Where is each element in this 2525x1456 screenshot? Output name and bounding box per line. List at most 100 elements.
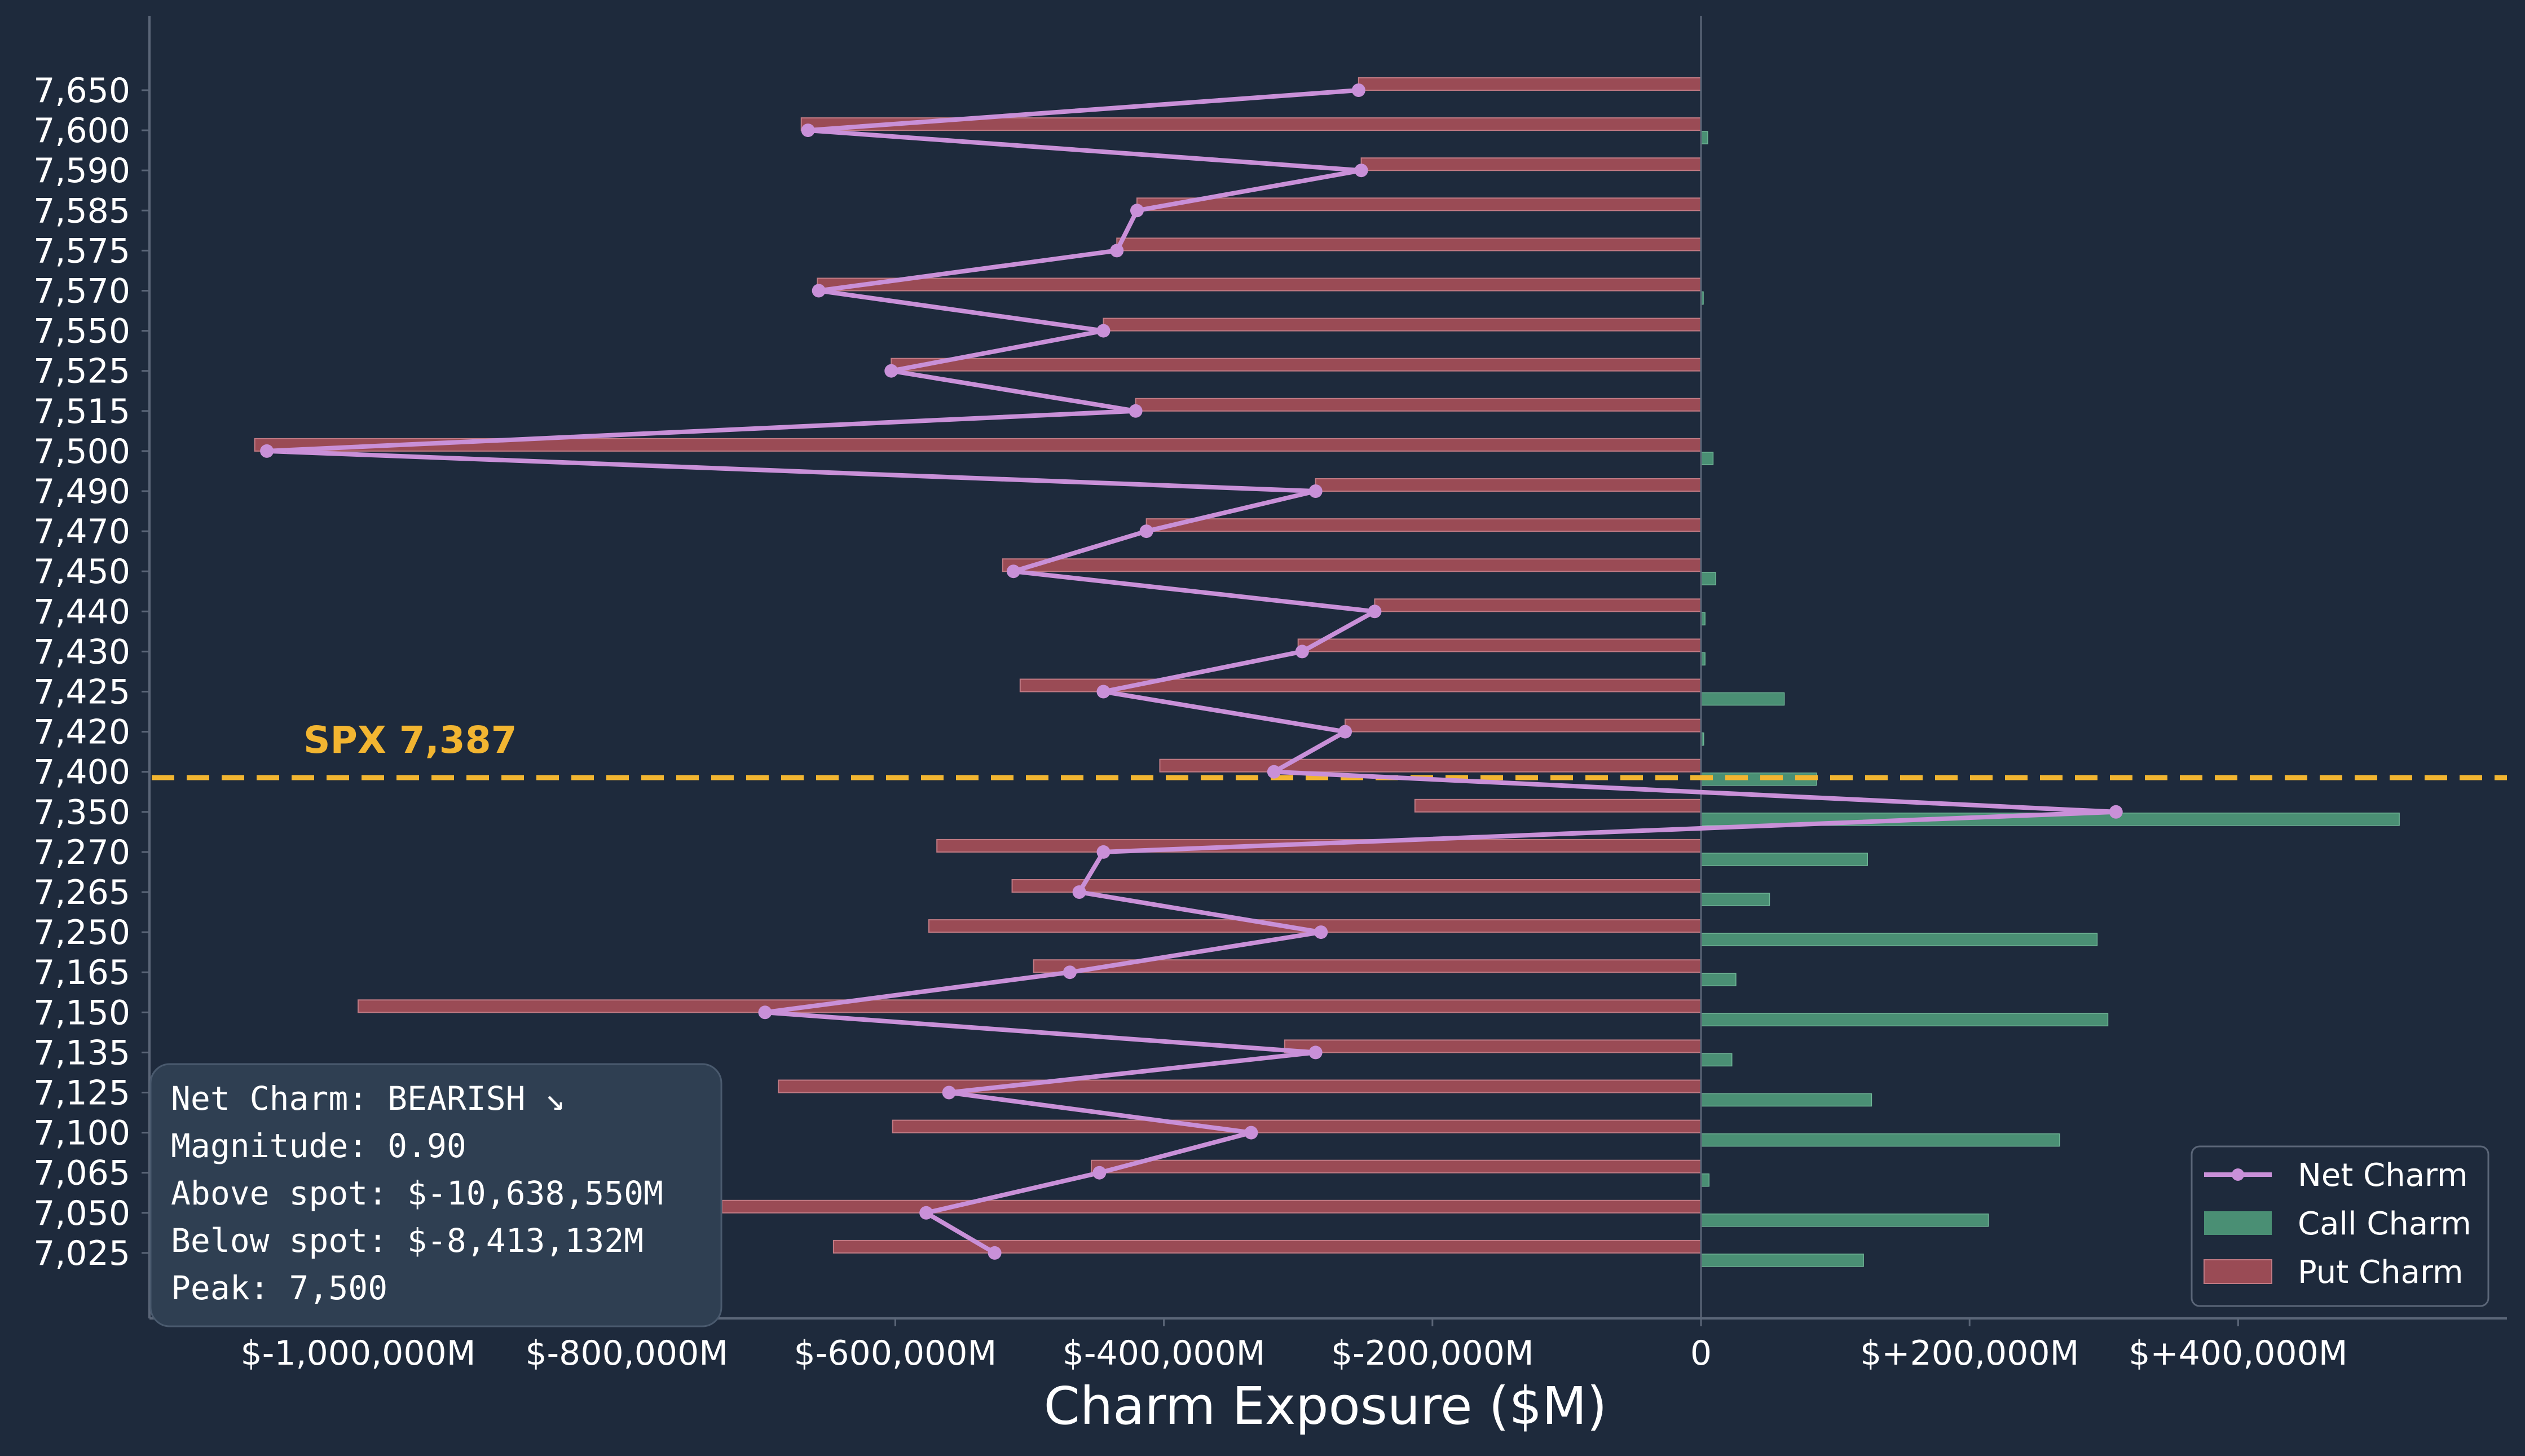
x-tick-label: $+200,000M bbox=[1860, 1334, 2079, 1373]
net-charm-point bbox=[1096, 845, 1111, 859]
net-charm-point bbox=[1129, 404, 1143, 418]
put-charm-bar bbox=[1360, 157, 1702, 171]
put-charm-bar bbox=[1358, 77, 1702, 91]
summary-line-above-spot: Above spot: $-10,638,550M bbox=[171, 1174, 663, 1212]
y-tick-label: 7,500 bbox=[33, 432, 130, 471]
net-charm-point bbox=[1314, 925, 1328, 939]
y-tick-label: 7,165 bbox=[33, 953, 130, 992]
x-tick-label: $-200,000M bbox=[1331, 1334, 1534, 1373]
put-charm-bar bbox=[1135, 398, 1702, 412]
x-tick-label: $-400,000M bbox=[1063, 1334, 1266, 1373]
put-charm-bar bbox=[1374, 598, 1702, 612]
y-tick-label: 7,440 bbox=[33, 592, 130, 632]
net-charm-point bbox=[801, 123, 815, 138]
legend-call-charm-swatch bbox=[2204, 1211, 2272, 1235]
y-tick-label: 7,350 bbox=[33, 793, 130, 832]
net-charm-point bbox=[1096, 324, 1111, 338]
call-charm-bar bbox=[1700, 692, 1785, 706]
put-charm-bar bbox=[817, 277, 1702, 292]
put-charm-bar bbox=[721, 1199, 1702, 1214]
net-charm-point bbox=[1006, 564, 1020, 579]
legend-call-charm-label: Call Charm bbox=[2298, 1206, 2471, 1242]
y-tick-label: 7,590 bbox=[33, 151, 130, 191]
net-charm-point bbox=[1096, 685, 1111, 699]
net-charm-line bbox=[265, 88, 2118, 1255]
summary-line-peak: Peak: 7,500 bbox=[171, 1269, 387, 1307]
y-tick-label: 7,270 bbox=[33, 833, 130, 872]
call-charm-bar bbox=[1700, 893, 1770, 906]
net-charm-point bbox=[1139, 524, 1153, 539]
spot-layer: SPX 7,387 bbox=[152, 718, 2507, 780]
y-tick-label: 7,100 bbox=[33, 1114, 130, 1153]
y-tick-label: 7,265 bbox=[33, 873, 130, 912]
net-charm-point bbox=[1072, 885, 1086, 899]
put-charm-bar bbox=[1136, 197, 1702, 211]
net-charm-point bbox=[1092, 1166, 1107, 1180]
y-tick-label: 7,585 bbox=[33, 191, 130, 231]
put-charm-bar bbox=[1414, 798, 1702, 813]
net-charm-point bbox=[884, 364, 898, 378]
call-charm-bar bbox=[1700, 1254, 1864, 1267]
call-charm-bar bbox=[1700, 1133, 2060, 1147]
y-tick-label: 7,400 bbox=[33, 753, 130, 792]
put-charm-bar bbox=[1315, 478, 1702, 492]
put-charm-bar bbox=[1002, 558, 1702, 572]
net-charm-point bbox=[1308, 484, 1323, 498]
legend-put-charm-label: Put Charm bbox=[2298, 1254, 2464, 1291]
put-charm-bar bbox=[1159, 758, 1702, 773]
net-charm-point bbox=[1267, 765, 1281, 779]
put-charm-bar bbox=[891, 358, 1702, 372]
call-charm-bar bbox=[1700, 973, 1737, 986]
y-tick-label: 7,135 bbox=[33, 1033, 130, 1073]
put-charm-bar bbox=[1091, 1159, 1702, 1173]
net-charm-point bbox=[1368, 605, 1382, 619]
net-charm-point bbox=[812, 284, 826, 298]
summary-box: Net Charm: BEARISH ↘ Magnitude: 0.90 Abo… bbox=[149, 1063, 722, 1327]
call-charm-bar bbox=[1700, 933, 2098, 946]
net-charm-point bbox=[260, 444, 274, 458]
put-charm-bar bbox=[1103, 317, 1702, 332]
x-tick-label: 0 bbox=[1690, 1334, 1712, 1373]
put-charm-bar bbox=[832, 1239, 1702, 1254]
y-tick-label: 7,575 bbox=[33, 231, 130, 271]
x-tick-label: $-800,000M bbox=[525, 1334, 728, 1373]
y-tick-label: 7,125 bbox=[33, 1074, 130, 1113]
summary-line-net-charm: Net Charm: BEARISH ↘ bbox=[171, 1079, 565, 1118]
y-tick-label: 7,420 bbox=[33, 713, 130, 752]
summary-line-magnitude: Magnitude: 0.90 bbox=[171, 1127, 466, 1165]
y-tick-label: 7,050 bbox=[33, 1194, 130, 1233]
put-charm-bar bbox=[358, 999, 1702, 1013]
put-charm-bar bbox=[1297, 638, 1702, 652]
put-charm-bar bbox=[1116, 237, 1702, 252]
call-charm-bar bbox=[1700, 853, 1868, 866]
call-charm-bar bbox=[1700, 1214, 1989, 1227]
net-charm-layer bbox=[260, 83, 2123, 1260]
y-tick-label: 7,570 bbox=[33, 272, 130, 311]
call-charm-bar bbox=[1700, 1013, 2109, 1027]
net-charm-point bbox=[758, 1005, 772, 1020]
bars-layer bbox=[254, 77, 2400, 1267]
legend: Net Charm Call Charm Put Charm bbox=[2191, 1145, 2489, 1307]
y-tick-label: 7,550 bbox=[33, 312, 130, 351]
x-tick-label: $-1,000,000M bbox=[241, 1334, 476, 1373]
y-tick-label: 7,150 bbox=[33, 993, 130, 1033]
net-charm-point bbox=[1338, 725, 1352, 739]
y-tick-label: 7,650 bbox=[33, 71, 130, 111]
y-tick-label: 7,525 bbox=[33, 352, 130, 391]
legend-put-charm-swatch bbox=[2204, 1259, 2272, 1284]
x-tick-label: $+400,000M bbox=[2129, 1334, 2347, 1373]
call-charm-bar bbox=[1700, 1053, 1733, 1067]
legend-net-charm-swatch-marker bbox=[2232, 1168, 2244, 1181]
call-charm-bar bbox=[1700, 1093, 1872, 1107]
y-tick-label: 7,250 bbox=[33, 913, 130, 952]
net-charm-point bbox=[988, 1246, 1002, 1260]
call-charm-bar bbox=[1700, 572, 1716, 585]
y-tick-label: 7,450 bbox=[33, 552, 130, 592]
y-tick-label: 7,425 bbox=[33, 673, 130, 712]
net-charm-point bbox=[1244, 1126, 1258, 1140]
put-charm-bar bbox=[892, 1119, 1702, 1133]
y-tick-label: 7,430 bbox=[33, 632, 130, 672]
y-tick-label: 7,515 bbox=[33, 392, 130, 431]
